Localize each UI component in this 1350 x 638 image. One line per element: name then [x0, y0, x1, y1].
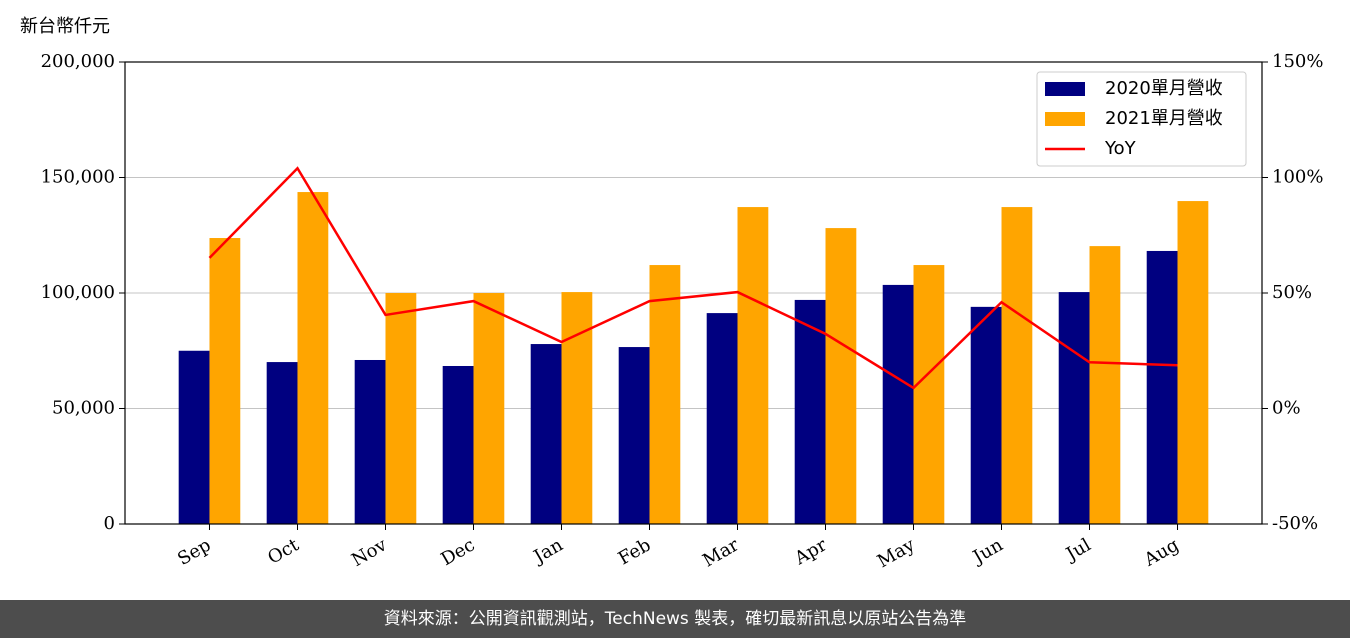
bar [178, 350, 210, 524]
bar [530, 344, 562, 524]
bar [209, 238, 241, 524]
bar [354, 359, 386, 524]
bar [706, 313, 738, 524]
x-tick-label: Jun [968, 534, 1007, 569]
footer-bar [0, 600, 1350, 638]
y-tick-label: 150,000 [41, 167, 115, 188]
y2-tick-label: 100% [1272, 167, 1323, 188]
bar [794, 299, 826, 524]
y2-tick-label: 150% [1272, 51, 1323, 72]
legend-label: 2020單月營收 [1105, 78, 1223, 99]
x-tick-label: Sep [174, 534, 214, 569]
legend-swatch [1045, 112, 1085, 126]
y-tick-label: 50,000 [52, 398, 115, 419]
y2-tick-label: 0% [1272, 398, 1301, 419]
bar [1177, 201, 1209, 524]
x-tick-label: Oct [264, 534, 303, 569]
bar [618, 347, 650, 524]
bar [561, 292, 593, 524]
bar [737, 207, 769, 524]
legend-label: 2021單月營收 [1105, 108, 1223, 129]
legend-label: YoY [1104, 138, 1137, 159]
footer: 資料來源：公開資訊觀測站，TechNews 製表，確切最新訊息以原站公告為準 [384, 609, 966, 629]
bar [913, 265, 945, 524]
bar [1089, 246, 1121, 524]
x-tick-label: Jul [1061, 534, 1095, 566]
bar [385, 293, 417, 524]
legend-swatch [1045, 82, 1085, 96]
y-tick-label: 200,000 [41, 51, 115, 72]
bar [442, 365, 474, 524]
x-tick-label: May [874, 534, 919, 572]
bar [970, 306, 1002, 524]
y2-tick-label: 50% [1272, 282, 1312, 303]
legend-box [1036, 71, 1247, 167]
x-tick-label: Mar [699, 534, 743, 571]
x-tick-label: Feb [615, 534, 655, 569]
bar [1001, 207, 1033, 524]
x-tick-label: Dec [438, 534, 479, 570]
bar [1146, 250, 1178, 524]
bar [882, 284, 914, 524]
bar [825, 228, 857, 525]
y2-tick-label: -50% [1272, 513, 1318, 534]
bar [649, 265, 681, 524]
x-tick-label: Apr [790, 534, 830, 569]
bar [297, 192, 329, 525]
y-axis-label: 新台幣仟元 [20, 16, 110, 37]
plot-frame [124, 61, 1263, 525]
x-tick-label: Aug [1140, 534, 1183, 571]
bar [1058, 292, 1090, 524]
line [208, 166, 1178, 390]
bar [473, 293, 505, 524]
y-tick-label: 0 [104, 513, 115, 534]
x-tick-label: Nov [348, 534, 391, 571]
x-tick-label: Jan [529, 534, 567, 568]
y-tick-label: 100,000 [41, 282, 115, 303]
bar [266, 362, 298, 524]
